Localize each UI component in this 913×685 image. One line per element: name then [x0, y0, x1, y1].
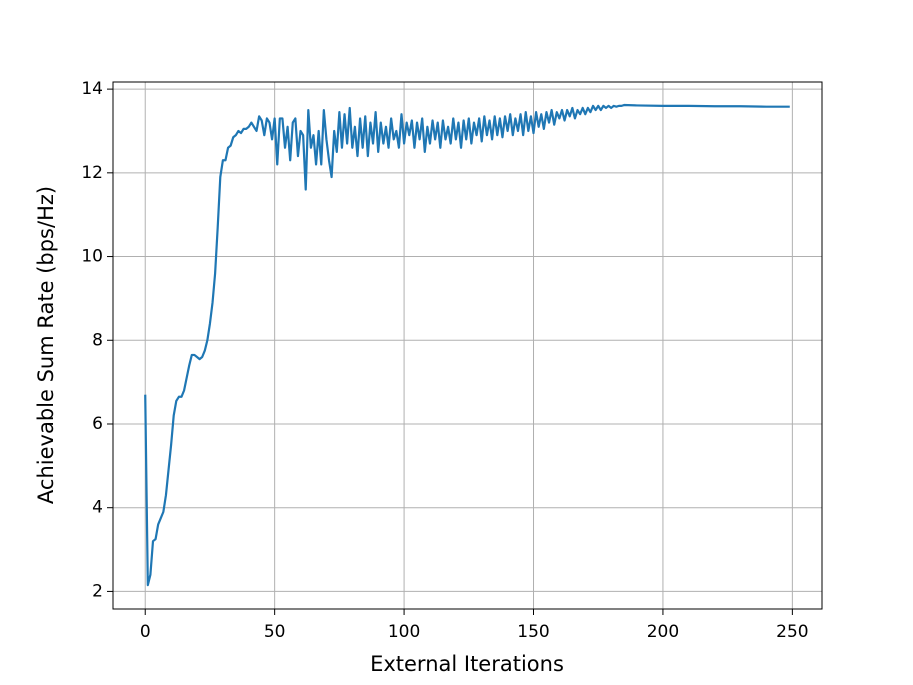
- y-tick-label: 14: [81, 79, 103, 99]
- y-tick-label: 10: [81, 247, 103, 267]
- x-tick-label: 150: [517, 622, 549, 642]
- y-tick-label: 6: [92, 414, 103, 434]
- y-axis-label: Achievable Sum Rate (bps/Hz): [34, 186, 58, 504]
- x-tick-label: 200: [647, 622, 679, 642]
- x-tick-label: 100: [388, 622, 420, 642]
- x-tick-label: 0: [140, 622, 151, 642]
- plot-frame: [112, 81, 823, 610]
- x-axis-label: External Iterations: [370, 652, 564, 676]
- x-tick-label: 50: [264, 622, 286, 642]
- x-tick-label: 250: [776, 622, 808, 642]
- y-tick-label: 2: [92, 581, 103, 601]
- y-tick-label: 8: [92, 330, 103, 350]
- y-tick-label: 4: [92, 498, 103, 518]
- line-series: [144, 103, 790, 587]
- y-tick-label: 12: [81, 163, 103, 183]
